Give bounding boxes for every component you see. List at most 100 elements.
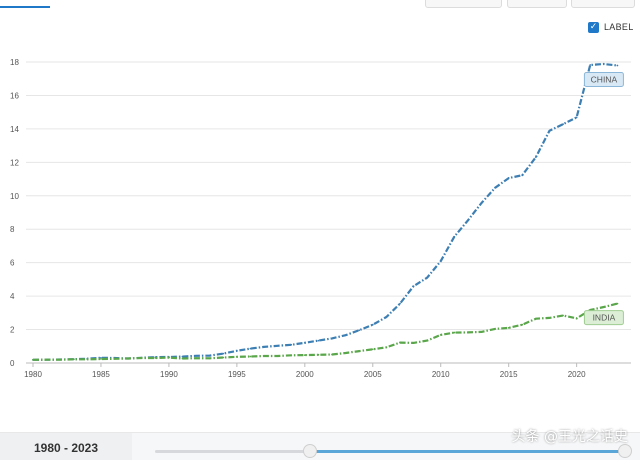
data-point-india[interactable] bbox=[602, 306, 605, 308]
data-point-india[interactable] bbox=[45, 358, 48, 361]
data-point-china[interactable] bbox=[181, 355, 184, 358]
y-axis-ticks: 0 2 4 6 8 10 12 14 16 18 bbox=[10, 58, 19, 368]
data-point-china[interactable] bbox=[426, 276, 429, 279]
x-tick-label: 1985 bbox=[92, 370, 110, 379]
data-point-india[interactable] bbox=[140, 357, 143, 359]
data-point-china[interactable] bbox=[222, 352, 225, 355]
data-point-china[interactable] bbox=[521, 174, 524, 177]
data-point-china[interactable] bbox=[534, 156, 537, 159]
data-point-india[interactable] bbox=[154, 357, 157, 359]
data-point-china[interactable] bbox=[249, 347, 252, 350]
data-point-china[interactable] bbox=[344, 334, 347, 337]
data-point-india[interactable] bbox=[127, 357, 130, 360]
y-tick-label: 18 bbox=[10, 58, 19, 67]
slider-selected-range bbox=[310, 450, 625, 453]
data-point-china[interactable] bbox=[602, 63, 605, 65]
data-point-india[interactable] bbox=[290, 354, 293, 357]
data-point-india[interactable] bbox=[113, 357, 116, 360]
data-point-china[interactable] bbox=[548, 129, 551, 132]
series-line-india[interactable] bbox=[32, 302, 618, 361]
label-toggle[interactable]: ✓ LABEL bbox=[588, 20, 634, 34]
data-point-china[interactable] bbox=[589, 64, 592, 66]
data-point-china[interactable] bbox=[358, 329, 361, 332]
watermark: 头条 @王光之话史 bbox=[511, 429, 628, 445]
data-point-india[interactable] bbox=[32, 358, 34, 361]
data-point-india[interactable] bbox=[548, 316, 551, 319]
data-point-china[interactable] bbox=[575, 116, 578, 119]
data-point-india[interactable] bbox=[575, 317, 578, 320]
data-point-china[interactable] bbox=[494, 186, 496, 189]
data-point-india[interactable] bbox=[331, 353, 333, 356]
toolbar-button[interactable] bbox=[425, 0, 502, 8]
data-point-india[interactable] bbox=[86, 358, 89, 361]
data-point-china[interactable] bbox=[276, 344, 279, 347]
data-point-china[interactable] bbox=[331, 337, 333, 340]
data-point-india[interactable] bbox=[263, 355, 265, 357]
data-point-china[interactable] bbox=[507, 177, 510, 179]
data-point-india[interactable] bbox=[494, 327, 496, 330]
x-tick-label: 1990 bbox=[160, 370, 178, 379]
label-checkbox[interactable]: ✓ bbox=[588, 21, 599, 33]
data-point-india[interactable] bbox=[208, 357, 211, 360]
data-point-india[interactable] bbox=[195, 357, 197, 360]
data-point-china[interactable] bbox=[412, 285, 415, 288]
data-point-india[interactable] bbox=[385, 346, 388, 349]
toolbar-button[interactable] bbox=[571, 0, 635, 8]
chart-series bbox=[32, 62, 619, 361]
data-point-india[interactable] bbox=[181, 357, 184, 360]
data-point-china[interactable] bbox=[453, 235, 456, 238]
data-point-india[interactable] bbox=[439, 334, 442, 336]
toolbar-button[interactable] bbox=[507, 0, 567, 8]
data-point-india[interactable] bbox=[72, 358, 75, 361]
y-tick-label: 10 bbox=[10, 192, 19, 201]
x-axis-ticks: 1980 1985 1990 1995 2000 2005 2010 2015 2020 bbox=[24, 362, 631, 379]
data-point-india[interactable] bbox=[507, 326, 510, 329]
data-point-india[interactable] bbox=[521, 323, 524, 326]
x-tick-label: 2000 bbox=[296, 370, 314, 379]
y-tick-label: 6 bbox=[10, 259, 15, 268]
data-point-india[interactable] bbox=[235, 355, 238, 358]
data-point-india[interactable] bbox=[412, 342, 415, 344]
data-point-india[interactable] bbox=[59, 358, 62, 361]
data-point-india[interactable] bbox=[616, 302, 619, 305]
slider-handle-start[interactable] bbox=[303, 444, 318, 458]
data-point-india[interactable] bbox=[317, 353, 320, 356]
data-point-china[interactable] bbox=[290, 343, 293, 346]
data-point-india[interactable] bbox=[358, 350, 361, 353]
data-point-india[interactable] bbox=[249, 355, 252, 358]
y-tick-label: 2 bbox=[10, 326, 15, 335]
data-point-india[interactable] bbox=[534, 317, 537, 320]
data-point-india[interactable] bbox=[399, 341, 401, 344]
data-point-india[interactable] bbox=[426, 339, 429, 342]
data-point-india[interactable] bbox=[100, 358, 102, 360]
data-point-china[interactable] bbox=[195, 354, 197, 357]
data-point-china[interactable] bbox=[208, 354, 211, 357]
data-point-india[interactable] bbox=[480, 330, 483, 333]
data-point-china[interactable] bbox=[385, 316, 388, 318]
data-point-china[interactable] bbox=[303, 341, 306, 344]
time-range-slider[interactable] bbox=[155, 444, 632, 458]
data-point-india[interactable] bbox=[222, 356, 225, 359]
y-tick-label: 12 bbox=[10, 158, 19, 167]
data-point-india[interactable] bbox=[344, 352, 347, 354]
data-point-china[interactable] bbox=[439, 260, 442, 263]
series-labels: CHINA INDIA bbox=[583, 72, 624, 326]
data-point-china[interactable] bbox=[480, 202, 483, 204]
data-point-china[interactable] bbox=[235, 349, 238, 352]
data-point-china[interactable] bbox=[616, 64, 619, 67]
slider-handle-end[interactable] bbox=[618, 444, 632, 458]
data-point-india[interactable] bbox=[562, 314, 564, 317]
data-point-china[interactable] bbox=[399, 302, 401, 305]
data-point-india[interactable] bbox=[303, 354, 306, 357]
data-point-china[interactable] bbox=[467, 219, 469, 222]
data-point-china[interactable] bbox=[263, 346, 265, 348]
data-point-india[interactable] bbox=[453, 331, 456, 334]
data-point-india[interactable] bbox=[371, 348, 374, 351]
data-point-china[interactable] bbox=[371, 323, 374, 326]
data-point-india[interactable] bbox=[276, 355, 279, 357]
data-point-china[interactable] bbox=[562, 123, 564, 126]
series-line-china[interactable] bbox=[32, 62, 618, 361]
data-point-india[interactable] bbox=[467, 331, 469, 334]
data-point-china[interactable] bbox=[317, 339, 320, 342]
data-point-india[interactable] bbox=[168, 356, 170, 359]
